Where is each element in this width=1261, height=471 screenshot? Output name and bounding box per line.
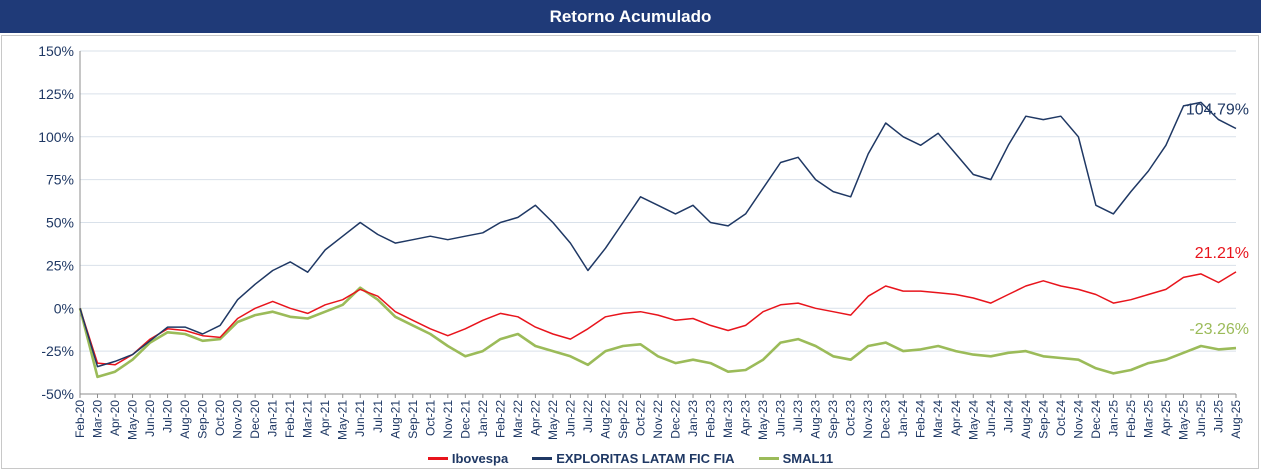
x-tick-label: Oct-20	[213, 400, 227, 436]
x-tick-label: Mar-20	[91, 400, 105, 438]
x-tick-label: Feb-21	[283, 400, 297, 438]
x-tick-label: Feb-24	[914, 400, 928, 438]
series-line-exploritas-latam-fic-fia	[79, 101, 1237, 368]
x-tick-label: Nov-20	[231, 400, 245, 439]
legend-label-ibovespa: Ibovespa	[451, 450, 509, 466]
x-tick-label: May-24	[966, 400, 980, 440]
x-tick-label: Apr-21	[318, 400, 332, 436]
x-tick-label: Jun-23	[774, 400, 788, 437]
y-tick-label: 25%	[46, 257, 74, 273]
y-tick-label: 75%	[46, 172, 74, 188]
x-tick-label: Jan-25	[1106, 400, 1120, 437]
x-tick-label: Aug-20	[178, 400, 192, 439]
x-tick-label: Jun-25	[1194, 400, 1208, 437]
series-line-ibovespa	[79, 271, 1237, 366]
x-tick-label: Mar-24	[931, 400, 945, 438]
legend-item-ibovespa: Ibovespa	[427, 450, 509, 466]
x-tick-label: Jan-21	[266, 400, 280, 437]
x-tick-label: Jul-20	[161, 400, 175, 433]
x-tick-label: Mar-22	[511, 400, 525, 438]
legend-item-smal11: SMAL11	[758, 450, 834, 466]
x-tick-label: Oct-24	[1054, 400, 1068, 436]
x-tick-label: Dec-21	[458, 400, 472, 439]
x-tick-label: Feb-20	[73, 400, 87, 438]
x-tick-label: Jul-25	[1211, 400, 1225, 433]
end-value-label: 21.21%	[1195, 245, 1249, 262]
x-tick-label: Oct-22	[633, 400, 647, 436]
x-tick-label: Jul-21	[371, 400, 385, 433]
legend-item-exploritas: EXPLORITAS LATAM FIC FIA	[532, 450, 735, 466]
x-tick-label: Dec-22	[669, 400, 683, 439]
x-tick-label: Apr-24	[949, 400, 963, 436]
x-tick-label: Aug-22	[598, 400, 612, 439]
x-tick-label: Jul-24	[1001, 400, 1015, 433]
chart-legend: Ibovespa EXPLORITAS LATAM FIC FIA SMAL11	[0, 447, 1261, 469]
chart-title-bar: Retorno Acumulado	[0, 0, 1261, 33]
y-tick-label: 50%	[46, 215, 74, 231]
x-tick-label: Jul-23	[791, 400, 805, 433]
legend-label-smal11: SMAL11	[782, 450, 834, 466]
x-tick-label: Jun-22	[563, 400, 577, 437]
end-value-label: 104.79%	[1186, 102, 1249, 119]
legend-label-exploritas: EXPLORITAS LATAM FIC FIA	[556, 450, 735, 466]
x-tick-label: Sep-22	[616, 400, 630, 439]
line-chart: 150% 125% 100% 75% 50% 25% 0% -25% -50%Feb-20 Mar…	[38, 43, 1249, 440]
x-tick-label: Dec-24	[1089, 400, 1103, 439]
x-tick-label: Dec-23	[879, 400, 893, 439]
y-tick-label: 125%	[38, 86, 74, 102]
y-tick-label: 100%	[38, 129, 74, 145]
y-tick-label: 0%	[54, 300, 74, 316]
chart-title: Retorno Acumulado	[549, 7, 712, 26]
x-tick-label: Sep-23	[826, 400, 840, 439]
x-tick-label: May-25	[1176, 400, 1190, 440]
x-tick-label: Mar-25	[1141, 400, 1155, 438]
x-tick-label: Nov-21	[441, 400, 455, 439]
x-tick-label: Nov-22	[651, 400, 665, 439]
x-tick-label: Jan-22	[476, 400, 490, 437]
x-tick-label: May-22	[546, 400, 560, 440]
x-tick-label: Feb-25	[1124, 400, 1138, 438]
x-tick-label: Jun-24	[984, 400, 998, 437]
y-tick-label: 150%	[38, 43, 74, 59]
y-tick-label: -50%	[41, 386, 74, 402]
x-tick-label: Aug-24	[1019, 400, 1033, 439]
x-tick-label: Apr-23	[739, 400, 753, 436]
x-tick-label: Feb-22	[493, 400, 507, 438]
x-tick-label: Apr-22	[528, 400, 542, 436]
legend-swatch-ibovespa	[427, 456, 448, 460]
y-tick-label: -25%	[41, 343, 74, 359]
x-tick-label: Jul-22	[581, 400, 595, 433]
x-tick-label: Apr-20	[108, 400, 122, 436]
x-tick-label: Oct-23	[844, 400, 858, 436]
legend-swatch-exploritas	[532, 456, 553, 460]
x-tick-label: Mar-23	[721, 400, 735, 438]
legend-swatch-smal11	[758, 456, 779, 460]
x-tick-label: Dec-20	[248, 400, 262, 439]
x-tick-label: Nov-24	[1071, 400, 1085, 439]
x-tick-label: Feb-23	[704, 400, 718, 438]
x-tick-label: May-23	[756, 400, 770, 440]
x-tick-label: Jan-23	[686, 400, 700, 437]
x-tick-label: Aug-21	[388, 400, 402, 439]
x-tick-label: Jun-21	[353, 400, 367, 437]
x-tick-label: Sep-20	[196, 400, 210, 439]
x-tick-label: Jun-20	[143, 400, 157, 437]
x-tick-label: Aug-25	[1229, 400, 1243, 439]
x-tick-label: Nov-23	[861, 400, 875, 439]
x-tick-label: May-20	[126, 400, 140, 440]
x-tick-label: Apr-25	[1159, 400, 1173, 436]
x-tick-label: May-21	[336, 400, 350, 440]
x-tick-label: Sep-24	[1036, 400, 1050, 439]
end-value-label: -23.26%	[1189, 321, 1249, 338]
series-line-smal11	[78, 286, 1237, 379]
x-tick-label: Sep-21	[406, 400, 420, 439]
chart-frame	[1, 35, 1259, 469]
x-tick-label: Oct-21	[423, 400, 437, 436]
x-tick-label: Mar-21	[301, 400, 315, 438]
x-tick-label: Aug-23	[809, 400, 823, 439]
x-tick-label: Jan-24	[896, 400, 910, 437]
